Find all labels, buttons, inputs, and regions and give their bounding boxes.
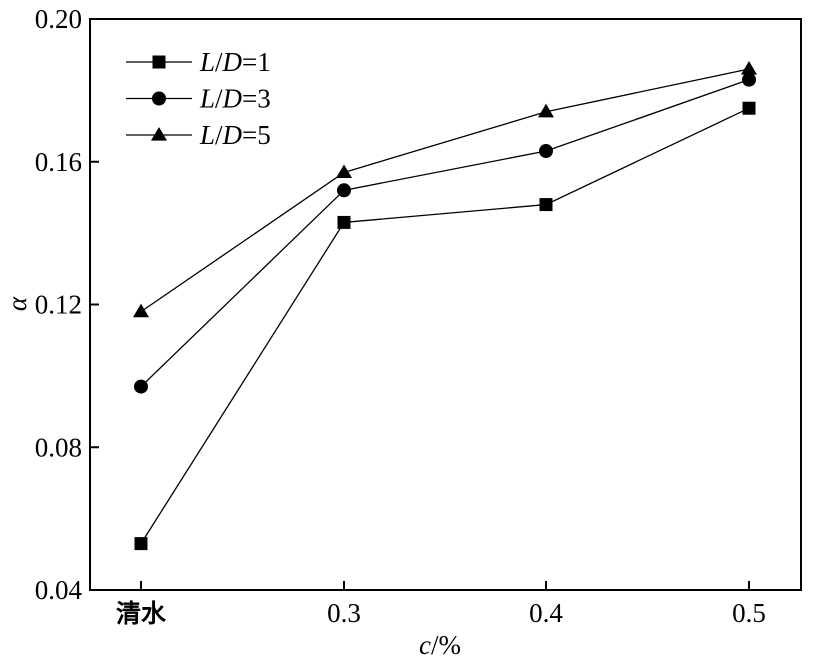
- legend-label-part: /: [215, 84, 223, 114]
- legend-label-part: D: [222, 120, 243, 150]
- legend-label-part: /: [215, 47, 223, 77]
- legend-label-part: L: [199, 120, 215, 150]
- x-tick-label: 0.5: [732, 598, 766, 628]
- y-tick-label: 0.08: [35, 432, 82, 462]
- legend-item: L/D=5: [126, 120, 271, 150]
- x-axis: 清水 0.3 0.4 0.5: [116, 581, 766, 628]
- legend-label-part: D: [222, 84, 243, 114]
- x-axis-label-unit: /%: [431, 630, 461, 660]
- square-marker: [742, 101, 756, 115]
- legend-label-part: L: [199, 47, 215, 77]
- y-tick-label: 0.04: [35, 575, 83, 605]
- series-line: [140, 68, 750, 313]
- x-axis-label-var: c: [419, 630, 431, 660]
- legend-label: L/D=5: [199, 120, 271, 150]
- square-marker: [134, 537, 148, 551]
- legend-label-part: D: [222, 47, 243, 77]
- y-tick-label: 0.20: [35, 4, 82, 34]
- square-marker: [337, 215, 351, 229]
- y-tick-label: 0.16: [35, 147, 82, 177]
- series-triangle: [133, 60, 757, 318]
- series-line: [140, 107, 750, 544]
- series-line: [140, 79, 750, 388]
- circle-marker: [152, 91, 166, 106]
- circle-marker: [134, 379, 148, 394]
- x-tick-label: 清水: [116, 599, 167, 628]
- circle-marker: [337, 183, 351, 198]
- legend-label: L/D=1: [199, 47, 271, 77]
- legend-label-part: /: [215, 120, 223, 150]
- legend-item: L/D=3: [126, 84, 271, 114]
- triangle-marker: [538, 103, 554, 118]
- triangle-marker: [741, 60, 757, 75]
- circle-marker: [539, 144, 553, 159]
- x-tick-label: 0.3: [327, 598, 361, 628]
- plot-frame: [89, 18, 802, 591]
- square-marker: [152, 55, 166, 69]
- circle-marker: [742, 72, 756, 87]
- y-axis-label: α: [2, 296, 32, 311]
- y-axis: 0.04 0.08 0.12 0.16 0.20: [35, 4, 99, 605]
- legend-label-part: =3: [242, 84, 271, 114]
- legend-label-part: =5: [242, 120, 271, 150]
- series-circle: [134, 72, 756, 394]
- legend-item: L/D=1: [126, 47, 271, 77]
- legend-label: L/D=3: [199, 84, 271, 114]
- x-tick-label: 0.4: [529, 598, 563, 628]
- triangle-marker: [151, 127, 167, 141]
- legend-label-part: =1: [242, 47, 271, 77]
- series-layer: [133, 60, 757, 551]
- x-axis-label: c/%: [419, 630, 461, 660]
- square-marker: [539, 198, 553, 212]
- triangle-marker: [336, 164, 352, 179]
- legend: L/D=1L/D=3L/D=5: [126, 47, 271, 150]
- y-tick-label: 0.12: [35, 290, 82, 320]
- legend-label-part: L: [199, 84, 215, 114]
- triangle-marker: [133, 303, 149, 318]
- series-square: [134, 101, 756, 551]
